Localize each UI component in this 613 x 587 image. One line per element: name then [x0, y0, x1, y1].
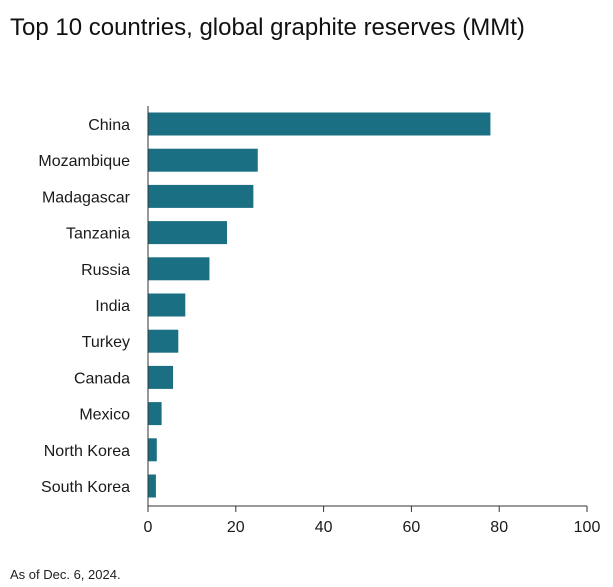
- x-axis: 0 20 40 60 80 100: [144, 106, 601, 536]
- bar-tanzania: [148, 221, 228, 245]
- x-tick-label: 60: [403, 519, 421, 536]
- category-label: Canada: [74, 370, 130, 387]
- x-tick-label: 0: [144, 519, 153, 536]
- bars-group: [148, 112, 491, 498]
- bar-china: [148, 112, 491, 136]
- category-labels-group: China Mozambique Madagascar Tanzania Russia I…: [38, 117, 130, 496]
- category-label: South Korea: [41, 479, 130, 496]
- x-tick-label: 40: [315, 519, 333, 536]
- category-label: Mozambique: [38, 153, 130, 170]
- bar-canada: [148, 365, 174, 389]
- category-label: Turkey: [82, 334, 130, 351]
- bar-south-korea: [148, 474, 156, 498]
- bar-north-korea: [148, 438, 157, 462]
- bar-chart: China Mozambique Madagascar Tanzania Russia I…: [38, 106, 601, 536]
- x-tick-label: 20: [227, 519, 245, 536]
- x-tick-label: 80: [490, 519, 508, 536]
- category-label: India: [95, 298, 130, 315]
- bar-mexico: [148, 402, 162, 426]
- bar-russia: [148, 257, 210, 281]
- x-tick-label: 100: [574, 519, 601, 536]
- category-label: Tanzania: [66, 226, 130, 243]
- bar-madagascar: [148, 184, 254, 208]
- category-label: Madagascar: [42, 189, 131, 206]
- bar-mozambique: [148, 148, 258, 172]
- category-label: North Korea: [44, 443, 130, 460]
- category-label: Mexico: [79, 407, 130, 424]
- footnote: As of Dec. 6, 2024.: [10, 567, 121, 582]
- bar-india: [148, 293, 186, 317]
- category-label: China: [88, 117, 130, 134]
- bar-turkey: [148, 329, 179, 353]
- category-label: Russia: [81, 262, 130, 279]
- chart-title: Top 10 countries, global graphite reserv…: [10, 14, 525, 41]
